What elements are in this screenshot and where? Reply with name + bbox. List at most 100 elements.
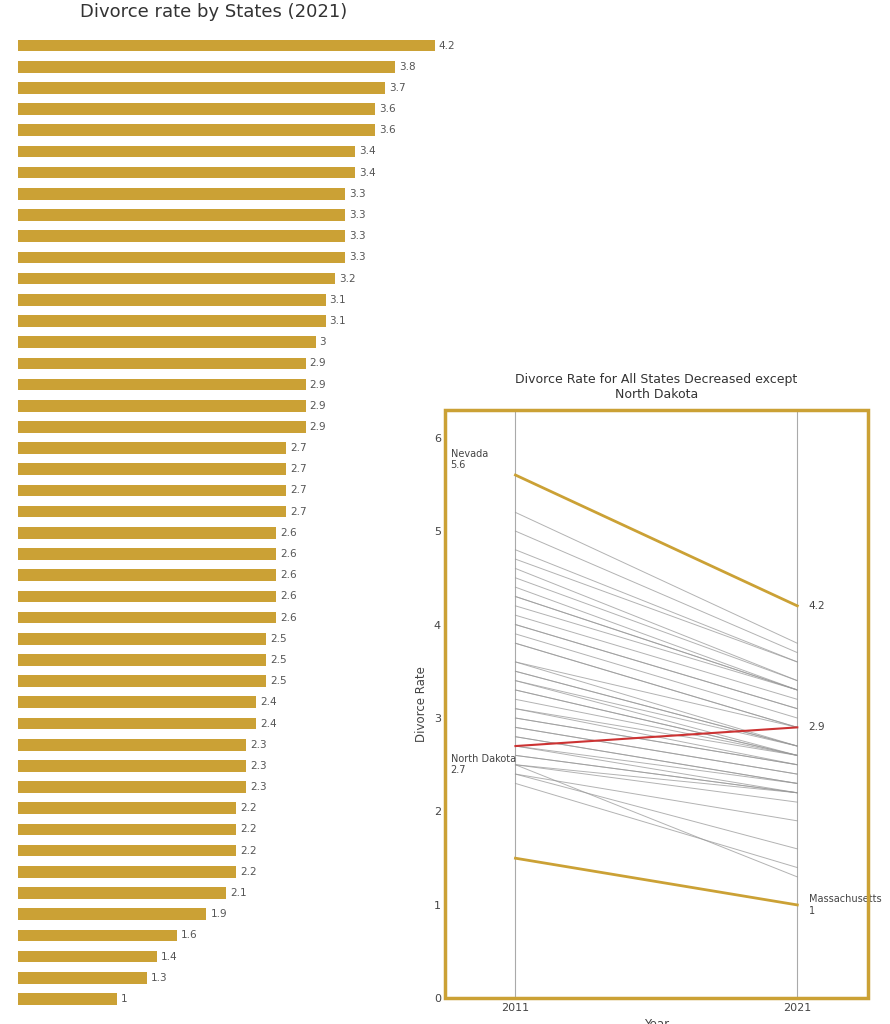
Bar — [18, 145, 355, 158]
Bar — [18, 569, 276, 581]
Text: 3.3: 3.3 — [350, 210, 366, 220]
Text: 2.9: 2.9 — [310, 422, 327, 432]
Bar — [18, 993, 117, 1005]
Text: 2.9: 2.9 — [310, 400, 327, 411]
Bar — [18, 209, 345, 221]
Text: 2.9: 2.9 — [310, 358, 327, 369]
Bar — [18, 506, 286, 517]
Bar — [18, 950, 157, 963]
Text: 2.7: 2.7 — [290, 485, 306, 496]
Bar — [18, 188, 345, 200]
Bar — [18, 633, 266, 644]
Text: 1.9: 1.9 — [210, 909, 227, 920]
Bar — [18, 272, 336, 285]
Bar — [18, 803, 236, 814]
Text: 2.6: 2.6 — [279, 527, 296, 538]
Bar — [18, 230, 345, 242]
Bar — [18, 823, 236, 836]
Bar — [18, 760, 247, 772]
Bar — [18, 654, 266, 666]
Bar — [18, 866, 236, 878]
Text: North Dakota
2.7: North Dakota 2.7 — [450, 754, 516, 775]
Bar — [18, 379, 305, 390]
Text: 3.8: 3.8 — [399, 61, 416, 72]
Text: 2.2: 2.2 — [240, 846, 257, 856]
Bar — [18, 591, 276, 602]
Text: 3.4: 3.4 — [360, 168, 376, 178]
Text: 2.6: 2.6 — [279, 549, 296, 559]
Text: 1: 1 — [121, 994, 127, 1004]
Text: 2.9: 2.9 — [310, 380, 327, 389]
Text: 2.6: 2.6 — [279, 612, 296, 623]
Text: 4.2: 4.2 — [808, 601, 825, 611]
Text: 1.3: 1.3 — [150, 973, 167, 983]
Bar — [18, 40, 434, 51]
Bar — [18, 781, 247, 793]
Text: Divorce rate by States (2021): Divorce rate by States (2021) — [80, 3, 348, 20]
Bar — [18, 527, 276, 539]
Bar — [18, 548, 276, 560]
Text: 3.6: 3.6 — [379, 104, 396, 114]
Bar — [18, 464, 286, 475]
Bar — [18, 739, 247, 751]
Text: 2.4: 2.4 — [260, 697, 277, 708]
Title: Divorce Rate for All States Decreased except
North Dakota: Divorce Rate for All States Decreased ex… — [515, 374, 797, 401]
Bar — [18, 930, 176, 941]
Bar — [18, 845, 236, 856]
Text: 4.2: 4.2 — [439, 41, 456, 50]
Text: 1.4: 1.4 — [161, 951, 177, 962]
Bar — [18, 484, 286, 497]
Text: 2.6: 2.6 — [279, 592, 296, 601]
Bar — [18, 421, 305, 433]
Text: 3.2: 3.2 — [339, 273, 356, 284]
Text: 3.3: 3.3 — [350, 252, 366, 262]
Bar — [18, 357, 305, 370]
Text: 2.5: 2.5 — [270, 676, 287, 686]
Text: 2.2: 2.2 — [240, 803, 257, 813]
Text: 2.1: 2.1 — [231, 888, 247, 898]
Bar — [18, 887, 226, 899]
Text: 2.7: 2.7 — [290, 507, 306, 517]
X-axis label: Year: Year — [643, 1018, 669, 1024]
Text: 2.2: 2.2 — [240, 824, 257, 835]
Text: 3.1: 3.1 — [329, 295, 346, 305]
Text: 3: 3 — [320, 337, 327, 347]
Bar — [18, 675, 266, 687]
Bar — [18, 294, 326, 305]
Text: 2.9: 2.9 — [808, 722, 825, 732]
Text: 3.7: 3.7 — [389, 83, 406, 93]
Bar — [18, 908, 206, 920]
Bar — [18, 252, 345, 263]
Text: Massachusetts
1: Massachusetts 1 — [808, 894, 881, 915]
Text: 2.2: 2.2 — [240, 866, 257, 877]
Bar — [18, 718, 256, 729]
Text: 2.7: 2.7 — [290, 464, 306, 474]
Text: 3.3: 3.3 — [350, 231, 366, 242]
Text: 1.6: 1.6 — [181, 931, 198, 940]
Bar — [18, 611, 276, 624]
Text: 2.4: 2.4 — [260, 719, 277, 728]
Text: 2.3: 2.3 — [250, 739, 267, 750]
Bar — [18, 336, 316, 348]
Text: 2.3: 2.3 — [250, 782, 267, 793]
Text: 2.5: 2.5 — [270, 655, 287, 665]
Bar — [18, 60, 395, 73]
Text: 2.7: 2.7 — [290, 443, 306, 453]
Bar — [18, 972, 147, 984]
Text: 2.3: 2.3 — [250, 761, 267, 771]
Text: 3.3: 3.3 — [350, 188, 366, 199]
Bar — [18, 442, 286, 454]
Text: 3.6: 3.6 — [379, 125, 396, 135]
Y-axis label: Divorce Rate: Divorce Rate — [415, 666, 428, 742]
Bar — [18, 696, 256, 709]
Text: Nevada
5.6: Nevada 5.6 — [450, 449, 488, 470]
Text: 3.4: 3.4 — [360, 146, 376, 157]
Text: 3.1: 3.1 — [329, 316, 346, 326]
Bar — [18, 167, 355, 178]
Bar — [18, 315, 326, 327]
Bar — [18, 103, 376, 115]
Bar — [18, 400, 305, 412]
Bar — [18, 82, 385, 94]
Text: 2.5: 2.5 — [270, 634, 287, 644]
Text: 2.6: 2.6 — [279, 570, 296, 581]
